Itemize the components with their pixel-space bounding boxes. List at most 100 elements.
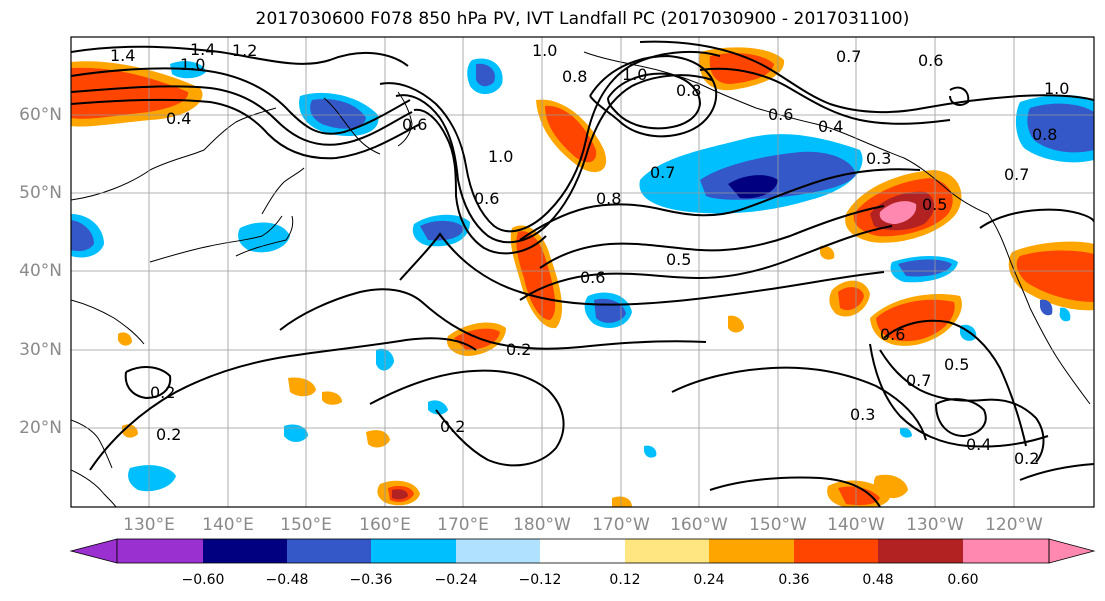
anomaly-field — [476, 63, 495, 87]
contour-label: 0.7 — [1004, 165, 1029, 184]
lon-label: 140°E — [202, 515, 254, 535]
lat-label: 30°N — [19, 340, 62, 360]
contour-label: 0.5 — [666, 250, 691, 269]
contour-label: 0.4 — [818, 117, 843, 136]
anomaly-field — [820, 245, 835, 260]
colorbar-tick-label: 0.36 — [778, 572, 810, 588]
anomaly-field — [1040, 299, 1053, 316]
anomaly-field — [900, 427, 912, 438]
contour-label: 0.4 — [166, 109, 191, 128]
pv-contours — [71, 40, 1094, 507]
colorbar-segment — [287, 539, 371, 563]
contour-label: 0.6 — [880, 325, 905, 344]
contour-label: 0.8 — [562, 67, 587, 86]
contour-label: 0.2 — [150, 383, 175, 402]
contour-label: 0.8 — [596, 189, 621, 208]
contour-label: 0.7 — [650, 163, 675, 182]
lon-label: 160°W — [670, 515, 728, 535]
colorbar-segment — [625, 539, 709, 563]
contour-label: 0.6 — [768, 105, 793, 124]
contour-line — [879, 349, 1045, 463]
contour-label: 0.8 — [1032, 125, 1057, 144]
contour-line — [883, 319, 1027, 447]
coastline — [149, 215, 283, 263]
anomaly-field — [709, 53, 774, 84]
anomaly-field — [118, 332, 132, 346]
contour-labels: 1.4 1.4 1.2 1.0 0.4 1.0 0.8 1.0 0.6 1.0 … — [110, 40, 1069, 468]
colorbar-tick-label: 0.60 — [947, 572, 979, 588]
contour-label: 0.6 — [402, 115, 427, 134]
contour-line — [89, 337, 477, 471]
coastline — [235, 215, 294, 257]
colorbar-tick-label: −0.36 — [349, 572, 393, 588]
colorbar-segment — [963, 539, 1049, 563]
colorbar-tick-label: −0.24 — [434, 572, 478, 588]
colorbar-tick-label: 0.48 — [862, 572, 894, 588]
contour-line — [279, 288, 707, 350]
graticule — [71, 37, 1094, 507]
contour-line — [369, 369, 565, 467]
anomaly-field — [728, 175, 778, 199]
contour-line — [519, 168, 921, 241]
contour-line — [869, 343, 1049, 448]
contour-label: 0.3 — [850, 405, 875, 424]
contour-line — [395, 74, 713, 244]
lon-label: 140°W — [827, 515, 885, 535]
contour-line — [399, 232, 885, 306]
contour-line — [413, 108, 547, 255]
colorbar-segment — [794, 539, 878, 563]
anomaly-field — [898, 259, 952, 277]
contour-line — [607, 72, 702, 130]
lon-label: 170°E — [437, 515, 489, 535]
anomaly-field — [392, 489, 408, 500]
contour-label: 0.5 — [922, 195, 947, 214]
contour-label: 0.2 — [440, 417, 465, 436]
contour-line — [699, 67, 951, 125]
contour-line — [519, 225, 893, 301]
lat-label: 50°N — [19, 183, 62, 203]
contour-label: 1.0 — [622, 65, 647, 84]
contour-label: 1.4 — [190, 40, 215, 59]
map-panel: 1.4 1.4 1.2 1.0 0.4 1.0 0.8 1.0 0.6 1.0 … — [71, 37, 1094, 507]
anomaly-field — [128, 465, 176, 492]
lon-label: 150°E — [280, 515, 332, 535]
contour-label: 0.7 — [836, 47, 861, 66]
lon-label: 130°W — [906, 515, 964, 535]
anomaly-field — [322, 391, 342, 405]
contour-line — [1019, 463, 1094, 481]
map-title: 2017030600 F078 850 hPa PV, IVT Landfall… — [255, 9, 910, 29]
contour-label: 0.2 — [156, 425, 181, 444]
contour-label: 1.4 — [110, 46, 135, 65]
coastline — [71, 419, 113, 469]
colorbar-tick-label: −0.12 — [518, 572, 562, 588]
colorbar-segment — [456, 539, 540, 563]
lat-label: 60°N — [19, 105, 62, 125]
colorbar-segment — [878, 539, 963, 563]
contour-line — [71, 45, 409, 67]
coastline — [583, 51, 989, 215]
lat-label: 20°N — [19, 418, 62, 438]
shaded-fields — [71, 47, 1094, 507]
contour-line — [709, 476, 881, 507]
anomaly-field — [71, 220, 94, 252]
lon-label: 170°W — [592, 515, 650, 535]
colorbar-segment — [371, 539, 456, 563]
contour-line — [71, 98, 421, 160]
contour-label: 0.7 — [906, 371, 931, 390]
contour-line — [639, 40, 1094, 114]
colorbar-frame — [116, 538, 1050, 564]
colorbar-segment — [203, 539, 287, 563]
contour-line — [539, 205, 885, 269]
contour-line — [949, 86, 970, 106]
contour-label: 0.2 — [506, 340, 531, 359]
contour-line — [71, 67, 411, 135]
lon-label: 180°W — [513, 515, 571, 535]
anomaly-field — [1027, 103, 1094, 153]
lon-label: 160°E — [359, 515, 411, 535]
colorbar-tick-label: 0.24 — [693, 572, 725, 588]
lat-label: 40°N — [19, 261, 62, 281]
contour-line — [71, 85, 413, 146]
anomaly-field — [288, 377, 316, 397]
colorbar-tick-label: −0.60 — [181, 572, 225, 588]
